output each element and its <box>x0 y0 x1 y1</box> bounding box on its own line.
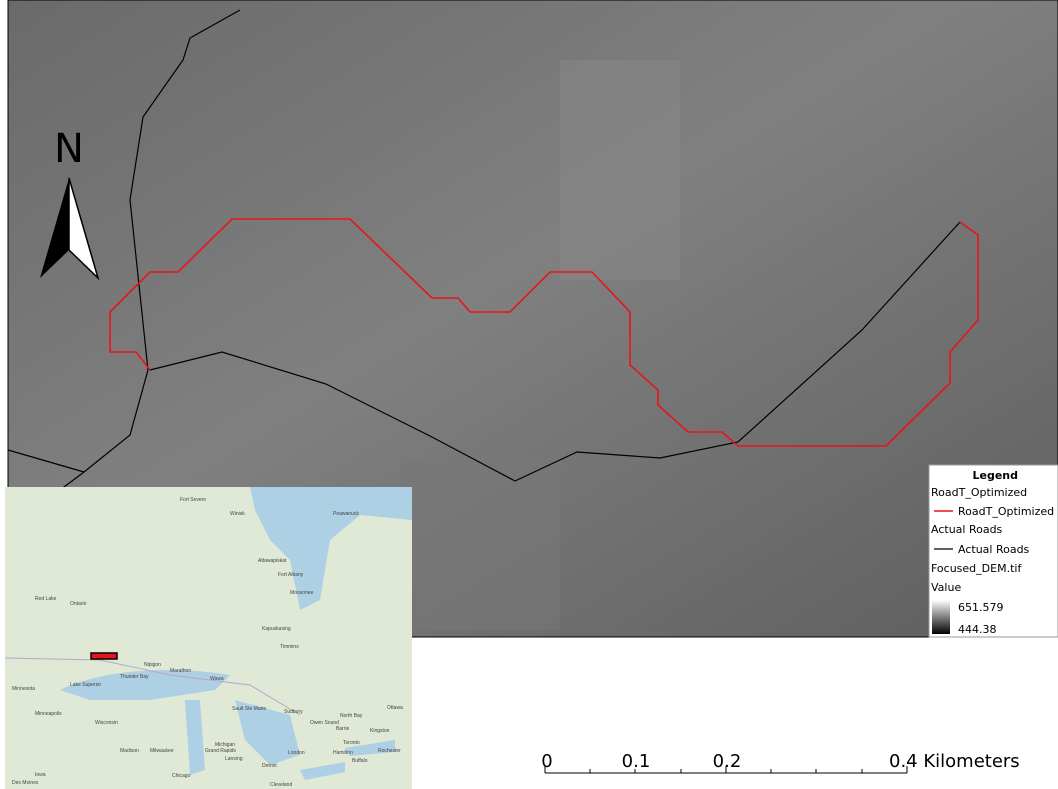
place-label: Rochester <box>378 748 401 754</box>
scale-label: 0 <box>541 751 552 772</box>
place-label: Peawanuck <box>333 511 359 517</box>
place-label: Red Lake <box>35 596 57 602</box>
place-label: Fort Severn <box>180 497 206 503</box>
place-label: Attawapiskat <box>258 558 287 564</box>
place-label: Michigan <box>215 742 235 748</box>
place-label: London <box>288 750 305 756</box>
place-label: Toronto <box>343 740 360 746</box>
place-label: North Bay <box>340 713 363 719</box>
legend-group: Actual Roads <box>931 523 1003 536</box>
place-label: Marathon <box>170 668 191 674</box>
place-label: Cleveland <box>270 782 292 788</box>
legend-title: Legend <box>972 469 1018 482</box>
legend-group: RoadT_Optimized <box>931 486 1027 499</box>
place-label: Iowa <box>35 772 46 778</box>
legend-field: Value <box>931 581 961 594</box>
place-label: Nipigon <box>144 662 161 668</box>
place-label: Wisconsin <box>95 720 118 726</box>
inset-map: Fort Severn Winisk Peawanuck Ontario Red… <box>5 487 412 789</box>
study-area <box>91 653 117 659</box>
place-label: Barrie <box>336 726 350 732</box>
raster-cell <box>560 60 680 280</box>
place-label: Milwaukee <box>150 748 174 754</box>
scale-bar: 0 0.1 0.2 0.4 Kilometers <box>541 751 1019 773</box>
place-label: Madison <box>120 748 139 754</box>
place-label: Sudbury <box>284 709 303 715</box>
legend-ramp <box>932 600 950 634</box>
place-label: Kapuskasing <box>262 626 291 632</box>
place-label: Moosonee <box>290 590 314 596</box>
legend-low: 444.38 <box>958 623 997 636</box>
place-label: Winisk <box>230 511 245 517</box>
map-page: N Legend RoadT_Optimized RoadT_Optimized… <box>0 0 1058 789</box>
place-label: Thunder Bay <box>120 674 149 680</box>
place-label: Buffalo <box>352 758 368 764</box>
place-label: Chicago <box>172 773 191 779</box>
place-label: Wawa <box>210 676 224 682</box>
place-label: Timmins <box>280 644 299 650</box>
legend-item: RoadT_Optimized <box>958 505 1054 518</box>
place-label: Kingston <box>370 728 390 734</box>
place-label: Grand Rapids <box>205 748 236 754</box>
legend-group: Focused_DEM.tif <box>931 562 1022 575</box>
place-label: Owen Sound <box>310 720 339 726</box>
place-label: Ottawa <box>387 705 403 711</box>
scale-label: 0.2 <box>713 751 742 772</box>
north-label: N <box>54 126 84 172</box>
place-label: Minnesota <box>12 686 35 692</box>
raster-cell <box>400 460 560 630</box>
scale-label: 0.4 Kilometers <box>889 751 1020 772</box>
place-label: Hamilton <box>333 750 353 756</box>
legend: Legend RoadT_Optimized RoadT_Optimized A… <box>929 465 1058 637</box>
scale-label: 0.1 <box>622 751 651 772</box>
place-label: Lake Superior <box>70 682 101 688</box>
legend-high: 651.579 <box>958 601 1004 614</box>
place-label: Ontario <box>70 601 87 607</box>
place-label: Sault Ste Marie <box>232 706 266 712</box>
place-label: Detroit <box>262 763 277 769</box>
place-label: Lansing <box>225 756 243 762</box>
place-label: Fort Albany <box>278 572 304 578</box>
place-label: Minneapolis <box>35 711 62 717</box>
legend-item: Actual Roads <box>958 543 1030 556</box>
place-label: Des Moines <box>12 780 39 786</box>
